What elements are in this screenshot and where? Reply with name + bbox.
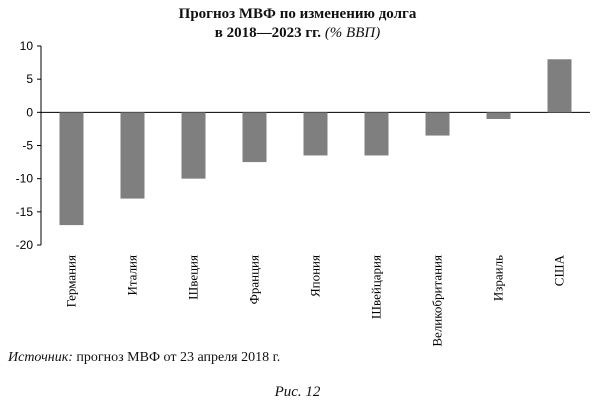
bars	[59, 59, 572, 226]
y-tick-label: 0	[26, 105, 33, 119]
x-tick-label: Швейцария	[369, 255, 384, 319]
x-tick-label: Германия	[64, 255, 79, 307]
chart-title-line1: Прогноз МВФ по изменению долга	[178, 6, 417, 22]
x-tick-label: Япония	[308, 255, 323, 297]
y-tick-label: -5	[22, 139, 33, 153]
source-label: Источник:	[8, 350, 73, 365]
x-tick-label: Италия	[125, 255, 140, 296]
source-text: прогноз МВФ от 23 апреля 2018 г.	[72, 350, 281, 365]
x-tick-label: США	[552, 254, 567, 286]
bar	[59, 112, 84, 226]
y-tick-label: -15	[16, 205, 34, 219]
y-tick-label: 10	[20, 39, 34, 53]
x-tick-label: Великобритания	[430, 255, 445, 347]
x-tick-label: Израиль	[491, 255, 506, 301]
figure-caption: Рис. 12	[274, 384, 321, 400]
x-tick-label: Франция	[247, 255, 262, 304]
bar	[120, 112, 145, 199]
bar-chart: 10 5 0 -5 -10 -15 -20 Германия Италия Швеция Фран…	[16, 39, 590, 347]
bar	[303, 112, 328, 156]
source-note: Источник: прогноз МВФ от 23 апреля 2018 …	[8, 350, 280, 366]
bar	[425, 112, 450, 136]
x-axis-labels: Германия Италия Швеция Франция Япония Швейцар…	[64, 254, 567, 346]
chart-title-line2: в 2018—2023 гг. (% ВВП)	[0, 24, 595, 43]
chart-title-unit: (% ВВП)	[324, 25, 381, 41]
y-axis: 10 5 0 -5 -10 -15 -20	[16, 39, 590, 252]
chart-title-period: в 2018—2023 гг.	[214, 25, 322, 41]
x-tick-label: Швеция	[186, 255, 201, 300]
y-tick-label: -20	[16, 238, 34, 252]
bar	[486, 112, 511, 119]
bar	[547, 59, 572, 113]
bar	[181, 112, 206, 179]
chart-title: Прогноз МВФ по изменению долга в 2018—20…	[0, 5, 595, 43]
y-tick-label: 5	[26, 72, 33, 86]
bar	[242, 112, 267, 163]
bar	[364, 112, 389, 156]
y-tick-label: -10	[16, 172, 34, 186]
